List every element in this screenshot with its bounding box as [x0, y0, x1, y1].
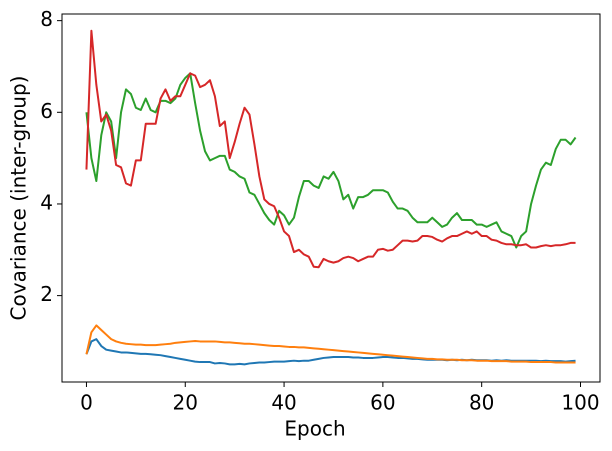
line-series: [85, 29, 576, 269]
line-series: [85, 72, 577, 249]
y-axis-label: Covariance (inter-group): [7, 76, 31, 321]
y-tick-label: 4: [40, 190, 53, 214]
x-tick-label: 60: [370, 391, 395, 415]
x-tick-label: 20: [173, 391, 198, 415]
x-tick-label: 0: [80, 391, 93, 415]
line-series: [85, 324, 576, 364]
x-axis-label: Epoch: [284, 417, 345, 441]
x-tick-label: 80: [469, 391, 494, 415]
x-tick-label: 100: [561, 391, 599, 415]
x-tick-label: 40: [271, 391, 296, 415]
y-tick-label: 8: [40, 7, 53, 31]
plot-frame: [61, 13, 601, 383]
y-tick-label: 2: [40, 282, 53, 306]
y-tick-label: 6: [40, 99, 53, 123]
